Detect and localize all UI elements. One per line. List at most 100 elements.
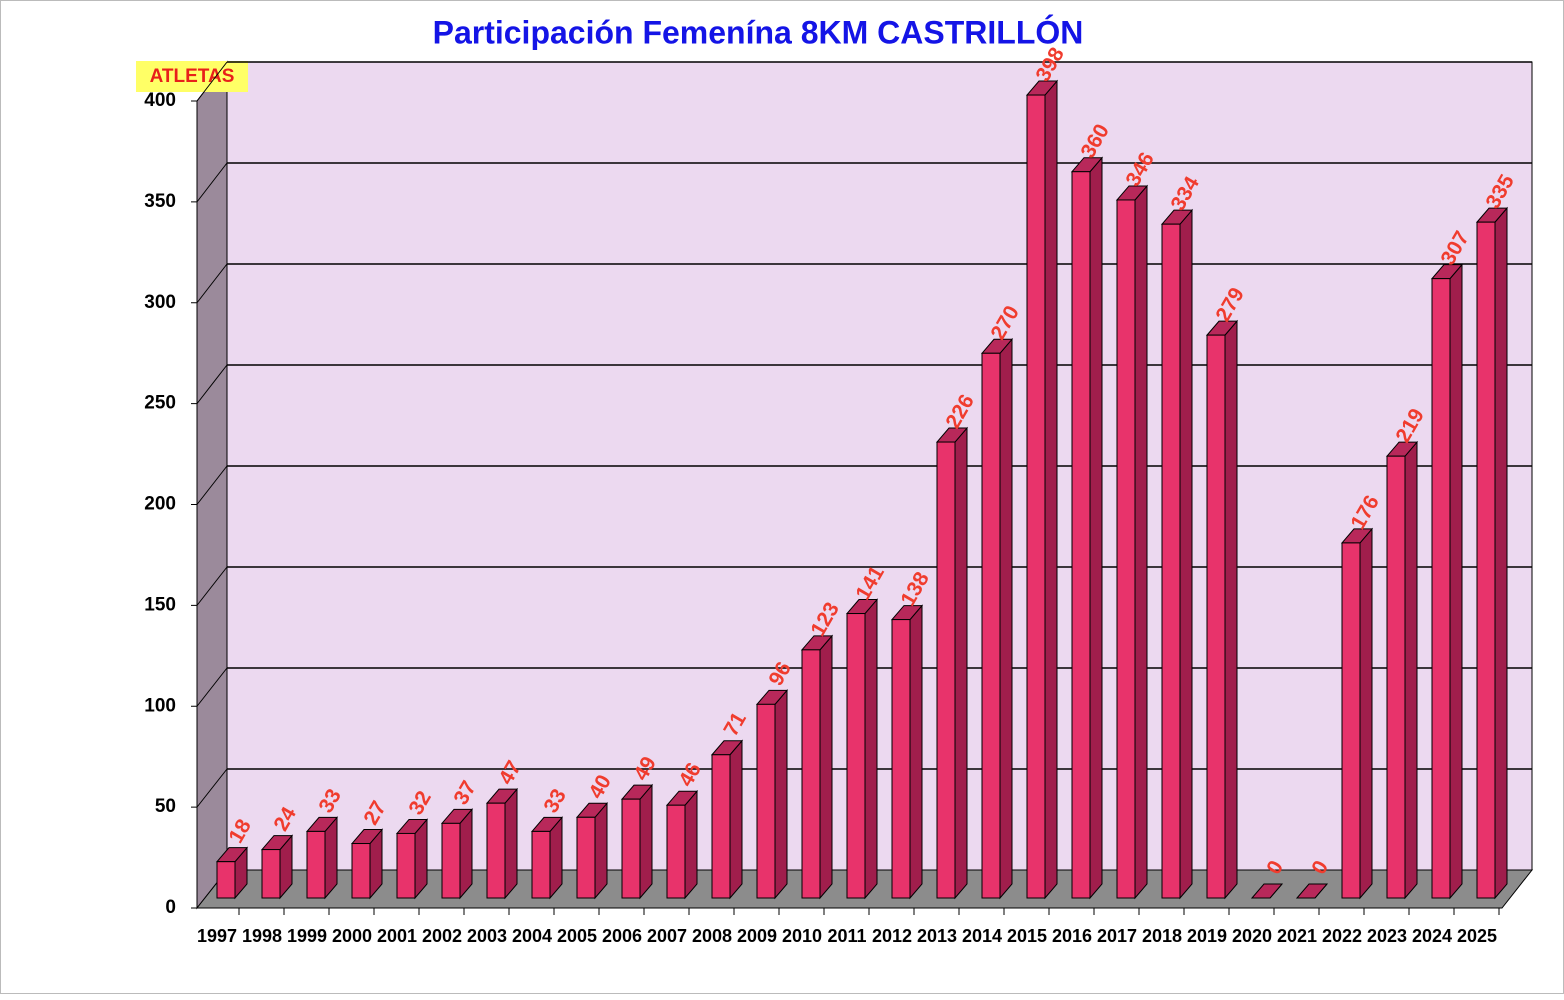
bar bbox=[351, 843, 371, 899]
bar-side bbox=[1044, 79, 1058, 900]
grid-line bbox=[196, 263, 228, 304]
grid-line bbox=[196, 364, 228, 404]
x-tick-label: 2012 bbox=[872, 926, 912, 946]
y-label-box bbox=[136, 61, 248, 92]
x-tick-label: 2024 bbox=[1412, 926, 1452, 946]
bar bbox=[1161, 223, 1181, 899]
bar-side bbox=[1134, 184, 1148, 900]
x-tick-label: 2006 bbox=[602, 926, 642, 946]
y-axis-label: ATLETAS bbox=[150, 66, 235, 87]
bar bbox=[486, 802, 506, 899]
x-tick-label: 2011 bbox=[827, 926, 866, 946]
x-tick-label: 2020 bbox=[1232, 926, 1272, 946]
bar-top bbox=[1295, 883, 1329, 899]
bar bbox=[1386, 455, 1406, 899]
bar-side bbox=[774, 688, 788, 900]
bar-side bbox=[1179, 208, 1193, 900]
x-tick-label: 2017 bbox=[1097, 926, 1137, 946]
bar-side bbox=[954, 426, 968, 900]
x-tick-label: 2000 bbox=[332, 926, 372, 946]
bar-side bbox=[729, 739, 743, 900]
grid-line bbox=[196, 566, 228, 606]
x-tick-label: 1999 bbox=[287, 926, 327, 946]
bar bbox=[1431, 278, 1451, 899]
x-tick-label: 2021 bbox=[1277, 926, 1317, 946]
bar-side bbox=[819, 634, 833, 900]
x-tick-label: 2014 bbox=[962, 926, 1002, 946]
bar-side bbox=[1449, 263, 1463, 900]
bar-top bbox=[1250, 883, 1284, 899]
x-tick-label: 2022 bbox=[1322, 926, 1362, 946]
grid-line bbox=[196, 465, 228, 505]
grid-line bbox=[196, 667, 228, 707]
bar bbox=[1476, 221, 1496, 899]
bar-side bbox=[594, 801, 608, 900]
x-tick-label: 2025 bbox=[1457, 926, 1497, 946]
y-tick-label: 0 bbox=[165, 897, 176, 918]
bar bbox=[261, 849, 281, 899]
bar bbox=[891, 619, 911, 899]
x-tick-label: 2004 bbox=[512, 926, 552, 946]
y-tick-label: 50 bbox=[155, 796, 176, 817]
bar bbox=[846, 613, 866, 899]
x-tick-label: 2023 bbox=[1367, 926, 1407, 946]
bar-side bbox=[909, 604, 923, 900]
bar-side bbox=[459, 808, 473, 900]
bar bbox=[981, 352, 1001, 899]
bar bbox=[756, 703, 776, 899]
bar-side bbox=[504, 787, 518, 900]
x-tick-label: 2019 bbox=[1187, 926, 1227, 946]
grid-line bbox=[196, 61, 228, 102]
bar bbox=[216, 861, 236, 899]
bar bbox=[711, 754, 731, 899]
x-tick-label: 1997 bbox=[197, 926, 237, 946]
bar bbox=[621, 798, 641, 899]
x-tick-label: 2018 bbox=[1142, 926, 1182, 946]
bar-side bbox=[1089, 156, 1103, 900]
bar bbox=[1341, 542, 1361, 899]
bar bbox=[576, 816, 596, 899]
x-tick-label: 2015 bbox=[1007, 926, 1047, 946]
x-tick-label: 2007 bbox=[647, 926, 687, 946]
bar-side bbox=[864, 598, 878, 900]
chart-title: Participación Femenína 8KM CASTRILLÓN bbox=[433, 14, 1084, 50]
bar-side bbox=[1404, 440, 1418, 900]
bar bbox=[1116, 199, 1136, 899]
bar-side bbox=[1494, 206, 1508, 900]
bar-side bbox=[999, 337, 1013, 900]
x-tick-label: 2005 bbox=[557, 926, 597, 946]
bar-side bbox=[684, 789, 698, 900]
bar-side bbox=[1359, 527, 1373, 900]
bar-side bbox=[639, 783, 653, 900]
y-tick-label: 150 bbox=[144, 594, 176, 615]
y-tick-label: 350 bbox=[144, 191, 176, 212]
y-tick-label: 250 bbox=[144, 393, 176, 414]
bar bbox=[1206, 334, 1226, 899]
bar bbox=[306, 830, 326, 899]
x-tick-label: 2008 bbox=[692, 926, 732, 946]
y-tick-label: 200 bbox=[144, 494, 176, 515]
y-tick-label: 300 bbox=[144, 292, 176, 313]
bar bbox=[801, 649, 821, 899]
y-tick-label: 400 bbox=[144, 90, 176, 111]
x-tick-label: 2001 bbox=[377, 926, 417, 946]
bar-side bbox=[1224, 319, 1238, 900]
bar bbox=[531, 830, 551, 899]
bar bbox=[1071, 171, 1091, 899]
y-tick-label: 100 bbox=[144, 695, 176, 716]
bar bbox=[396, 832, 416, 899]
x-tick-label: 2013 bbox=[917, 926, 957, 946]
bar bbox=[666, 804, 686, 899]
x-tick-label: 2016 bbox=[1052, 926, 1092, 946]
grid-line bbox=[196, 162, 228, 203]
x-tick-label: 2003 bbox=[467, 926, 507, 946]
grid-line bbox=[196, 768, 228, 808]
bar bbox=[1026, 94, 1046, 899]
x-tick-label: 2002 bbox=[422, 926, 462, 946]
x-tick-label: 2010 bbox=[782, 926, 822, 946]
x-tick-label: 2009 bbox=[737, 926, 777, 946]
bar bbox=[936, 441, 956, 899]
bar bbox=[441, 822, 461, 899]
x-tick-label: 1998 bbox=[242, 926, 282, 946]
